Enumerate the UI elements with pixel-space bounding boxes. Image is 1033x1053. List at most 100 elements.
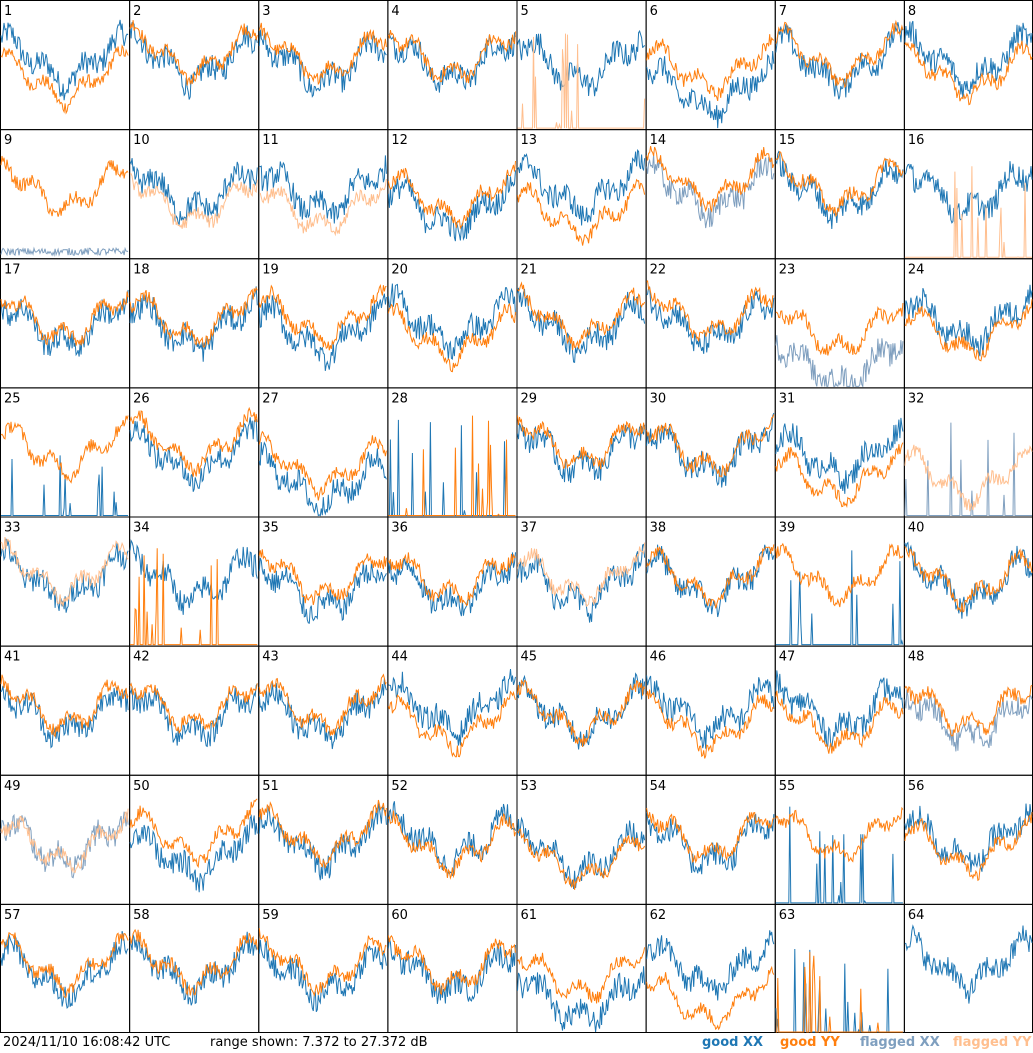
panel-14: 14 — [645, 129, 776, 260]
panel-17-xx-trace — [0, 289, 129, 357]
panel-border — [129, 0, 260, 131]
panel-57-yy-trace — [0, 932, 129, 999]
panel-42-xx-trace — [129, 683, 258, 748]
panel-label: 25 — [4, 391, 21, 406]
panel-label: 57 — [4, 908, 21, 923]
panel-13-xx-trace — [517, 149, 646, 226]
panel-2-xx-trace — [129, 22, 258, 100]
panel-48-yy-trace — [904, 684, 1033, 737]
panel-17-yy-trace — [0, 291, 129, 346]
panel-label: 42 — [133, 650, 150, 665]
panel-21-yy-trace — [517, 281, 646, 351]
panel-11-xx-trace — [259, 155, 387, 224]
panel-37: 37 — [516, 516, 647, 647]
panel-label: 56 — [908, 779, 925, 794]
panel-40-yy-trace — [904, 546, 1033, 613]
panel-42: 42 — [129, 645, 260, 776]
panel-45: 45 — [516, 645, 647, 776]
panel-3-yy-trace — [258, 22, 387, 86]
panel-21-xx-trace — [517, 287, 646, 363]
panel-63-xx-trace — [775, 948, 903, 1033]
panel-40: 40 — [903, 516, 1033, 647]
panel-52: 52 — [387, 774, 518, 905]
panel-46: 46 — [645, 645, 776, 776]
panel-39: 39 — [774, 516, 905, 647]
panel-61: 61 — [516, 903, 647, 1033]
panel-18-yy-trace — [129, 286, 258, 348]
panel-label: 32 — [908, 391, 925, 406]
panel-border — [774, 129, 905, 260]
panel-label: 17 — [4, 262, 21, 277]
panel-border — [0, 516, 131, 647]
panel-label: 48 — [908, 650, 925, 665]
panel-label: 64 — [908, 908, 925, 923]
panel-label: 34 — [133, 521, 150, 536]
panel-border — [0, 774, 131, 905]
panel-label: 20 — [391, 262, 408, 277]
panel-59-xx-trace — [258, 939, 387, 1013]
panel-33: 33 — [0, 516, 131, 647]
panel-34-xx-trace — [129, 539, 258, 615]
panel-10: 10 — [129, 129, 260, 260]
panel-54-yy-trace — [646, 807, 775, 864]
panel-1: 1 — [0, 0, 131, 131]
panel-62-xx-trace — [646, 930, 775, 1001]
panel-6: 6 — [645, 0, 776, 131]
panel-label: 8 — [908, 4, 916, 19]
panel-57: 57 — [0, 903, 131, 1033]
panel-40-xx-trace — [904, 541, 1033, 619]
panel-border — [0, 645, 131, 776]
panel-1-xx-trace — [0, 19, 129, 101]
panel-13-yy-trace — [517, 178, 646, 246]
panel-41: 41 — [0, 645, 131, 776]
panel-border — [258, 903, 389, 1033]
panel-label: 52 — [391, 779, 408, 794]
panel-border — [258, 129, 389, 260]
panel-12-xx-trace — [387, 170, 516, 242]
panel-32-xx-trace — [904, 422, 1032, 516]
panel-19-xx-trace — [258, 293, 387, 371]
panel-41-xx-trace — [0, 685, 129, 749]
panel-9-yy-trace — [0, 155, 129, 217]
panel-46-xx-trace — [646, 675, 775, 749]
panel-35-xx-trace — [258, 557, 387, 624]
panel-49-xx-trace — [0, 811, 129, 879]
panel-25: 25 — [0, 387, 131, 518]
panel-46-yy-trace — [646, 689, 774, 759]
panel-border — [0, 258, 131, 389]
panel-22-xx-trace — [646, 286, 775, 354]
panel-32-yy-trace — [904, 444, 1033, 512]
panel-17: 17 — [0, 258, 131, 389]
panel-33-yy-trace — [0, 537, 129, 607]
panel-42-yy-trace — [129, 682, 258, 735]
panel-49-yy-trace — [0, 808, 129, 874]
panel-27-yy-trace — [258, 430, 387, 501]
panel-border — [516, 258, 647, 389]
panel-border — [258, 774, 389, 905]
panel-34-yy-trace — [130, 548, 258, 646]
panel-38-yy-trace — [646, 544, 775, 609]
panel-37-xx-trace — [517, 543, 646, 623]
panel-50-xx-trace — [129, 814, 258, 893]
panel-19: 19 — [258, 258, 389, 389]
panel-border — [774, 645, 905, 776]
panel-border — [645, 387, 776, 518]
panel-51-yy-trace — [258, 799, 387, 869]
panel-border — [645, 774, 776, 905]
panel-label: 10 — [133, 133, 150, 148]
panel-23-yy-trace — [775, 302, 904, 356]
panel-18: 18 — [129, 258, 260, 389]
panel-43: 43 — [258, 645, 389, 776]
panel-26-xx-trace — [129, 417, 258, 492]
panel-label: 19 — [262, 262, 279, 277]
panel-48-xx-trace — [904, 689, 1033, 752]
panel-border — [387, 387, 518, 518]
panel-label: 9 — [4, 133, 12, 148]
panel-border — [903, 903, 1033, 1033]
panel-border — [903, 129, 1033, 260]
panel-58: 58 — [129, 903, 260, 1033]
panel-label: 50 — [133, 779, 150, 794]
panel-61-xx-trace — [517, 966, 646, 1033]
panel-25-yy-trace — [0, 415, 129, 484]
panel-label: 45 — [521, 650, 538, 665]
